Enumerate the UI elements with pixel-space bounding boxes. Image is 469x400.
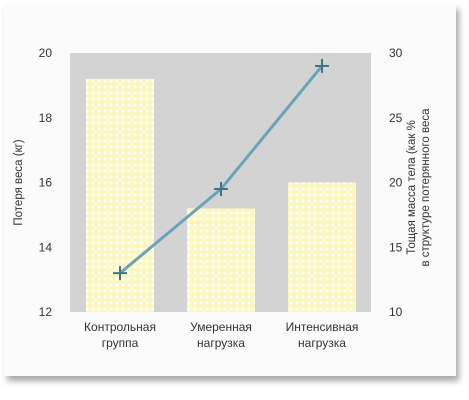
line-point-2 bbox=[214, 181, 228, 196]
y2-axis-title: Тощая масса тела (как % в структуре потер… bbox=[406, 108, 432, 267]
y2-axis-title-line: Тощая масса тела (как % bbox=[406, 120, 418, 255]
y-tick-label: 20 bbox=[39, 46, 53, 60]
x-tick-label: нагрузка bbox=[197, 336, 245, 350]
y2-axis-title-line: в структуре потерянного веса bbox=[420, 108, 432, 267]
x-tick-label: Умеренная bbox=[190, 320, 252, 334]
line-point-3 bbox=[315, 58, 329, 73]
y-tick-label: 18 bbox=[39, 111, 53, 125]
bar-2 bbox=[187, 208, 255, 312]
y2-tick-label: 30 bbox=[389, 46, 403, 60]
x-tick-label: Контрольная bbox=[84, 320, 156, 334]
x-tick-label: нагрузка bbox=[298, 336, 346, 350]
y2-tick-label: 25 bbox=[389, 111, 403, 125]
x-tick-label: Интенсивная bbox=[286, 320, 359, 334]
y-tick-label: 16 bbox=[39, 176, 53, 190]
y2-tick-label: 15 bbox=[389, 240, 403, 254]
y2-tick-label: 20 bbox=[389, 176, 403, 190]
x-tick-label: группа bbox=[102, 336, 139, 350]
y-axis-title: Потеря веса (кг) bbox=[13, 139, 25, 225]
y-tick-label: 12 bbox=[39, 305, 53, 319]
y-tick-label: 14 bbox=[39, 240, 53, 254]
y2-tick-label: 10 bbox=[389, 305, 403, 319]
line-point-1 bbox=[113, 266, 127, 281]
bar-3 bbox=[288, 182, 356, 312]
